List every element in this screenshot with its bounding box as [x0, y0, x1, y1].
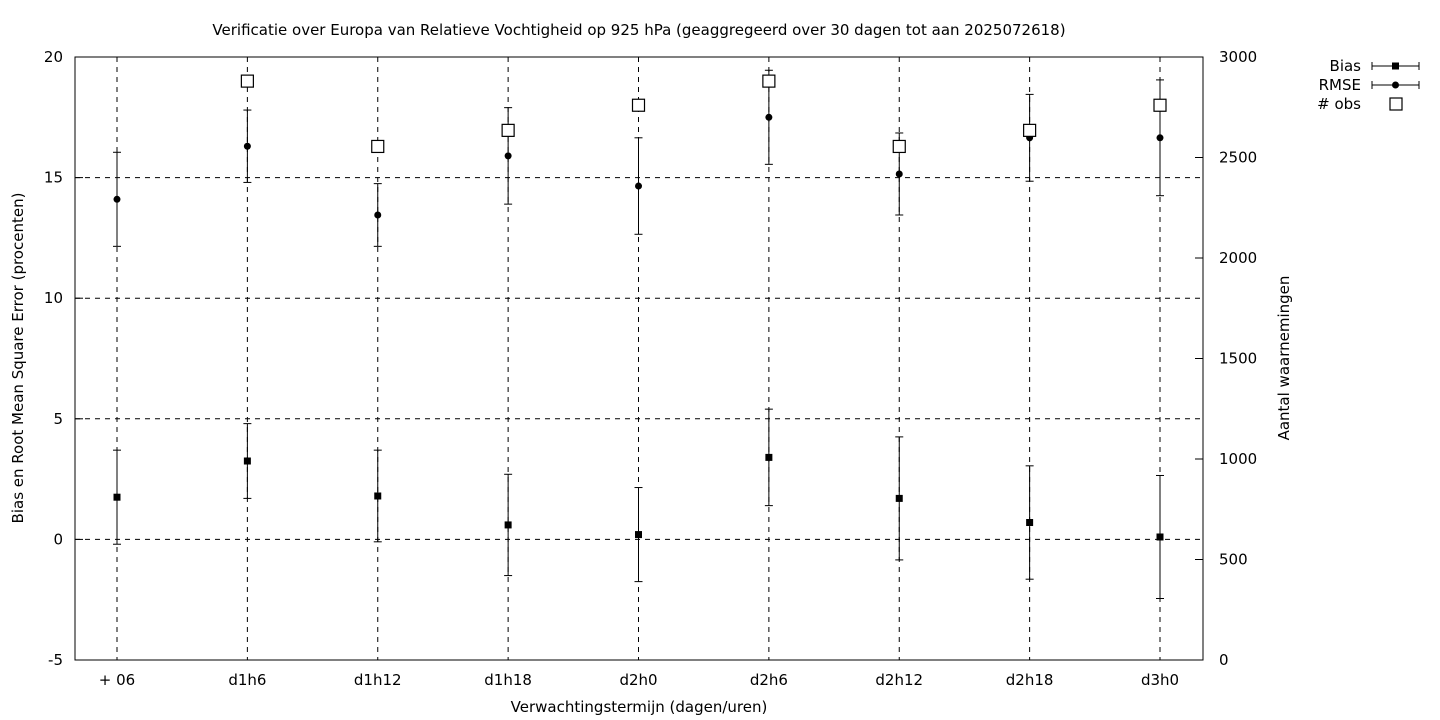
bias-point — [1156, 533, 1164, 541]
y-tick-label: 5 — [53, 410, 63, 428]
obs-point — [631, 98, 646, 112]
x-tick-label: + 06 — [99, 671, 135, 689]
bias-point — [895, 494, 903, 502]
x-tick-label: d1h18 — [484, 671, 532, 689]
legend-marker-obs — [1389, 97, 1403, 111]
y-tick-label: 20 — [44, 48, 63, 66]
rmse-point — [504, 152, 512, 160]
x-tick-label: d3h0 — [1141, 671, 1179, 689]
y-tick-label: 15 — [44, 169, 63, 187]
y2-tick-label: 3000 — [1219, 48, 1257, 66]
obs-point — [762, 74, 776, 88]
bias-point — [113, 493, 121, 501]
y2-tick-label: 1000 — [1219, 450, 1257, 468]
data-marks — [113, 74, 1167, 541]
y2-tick-label: 1500 — [1219, 350, 1257, 368]
obs-point — [501, 123, 515, 137]
rmse-point — [243, 142, 251, 150]
x-tick-label: d1h6 — [228, 671, 266, 689]
bias-point — [1026, 519, 1034, 527]
rmse-point — [1156, 134, 1164, 142]
legend-label: Bias — [1330, 57, 1362, 75]
obs-point — [1023, 123, 1037, 137]
y-tick-label: -5 — [48, 651, 63, 669]
chart-title: Verificatie over Europa van Relatieve Vo… — [212, 21, 1065, 39]
rmse-point — [895, 170, 903, 178]
rmse-point — [765, 113, 773, 121]
bias-point — [374, 492, 382, 500]
obs-point — [371, 139, 385, 154]
bias-point — [765, 453, 773, 461]
y2-tick-label: 0 — [1219, 651, 1229, 669]
x-tick-label: d1h12 — [354, 671, 402, 689]
legend-label: # obs — [1317, 95, 1361, 113]
rmse-point — [113, 195, 121, 203]
bias-point — [635, 531, 642, 539]
y-tick-label: 0 — [53, 530, 63, 548]
x-tick-label: d2h18 — [1006, 671, 1054, 689]
axis-ticks: + 06 d1h6 d1h12 d1h18 d2h0 d2h6 d2h12 d2h18 d3h0… — [44, 48, 1257, 689]
legend-marker-bias — [1392, 62, 1399, 70]
y-axis-label: Bias en Root Mean Square Error (procente… — [9, 193, 27, 524]
obs-point — [892, 139, 906, 154]
y2-tick-label: 500 — [1219, 551, 1248, 569]
y2-tick-label: 2000 — [1219, 249, 1257, 267]
rmse-point — [374, 211, 382, 219]
legend-marker-rmse — [1392, 81, 1399, 89]
rmse-point — [635, 182, 642, 190]
legend-label: RMSE — [1319, 76, 1361, 94]
bias-point — [504, 521, 512, 529]
x-tick-label: d2h12 — [875, 671, 923, 689]
y2-axis-label: Aantal waarnemingen — [1275, 276, 1293, 441]
y-tick-label: 10 — [44, 289, 63, 307]
obs-point — [240, 74, 254, 88]
bias-point — [243, 457, 251, 465]
y2-tick-label: 2500 — [1219, 149, 1257, 167]
x-tick-label: d2h0 — [619, 671, 657, 689]
x-axis-label: Verwachtingstermijn (dagen/uren) — [511, 698, 768, 716]
x-tick-label: d2h6 — [750, 671, 788, 689]
error-bars — [113, 69, 1164, 599]
obs-point — [1153, 98, 1167, 112]
